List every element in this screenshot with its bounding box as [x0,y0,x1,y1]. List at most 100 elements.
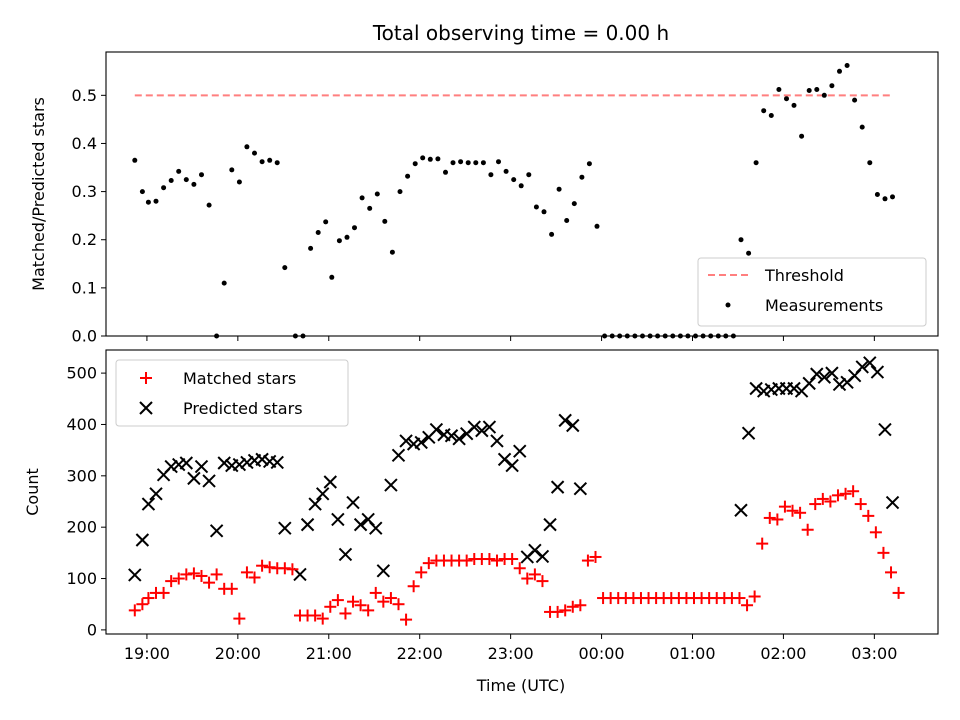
predicted-point-53 [535,549,550,564]
matched-point-90 [809,498,822,511]
measurement-point-56 [556,186,562,192]
predicted-point-48 [497,452,512,467]
matched-point-18 [263,561,276,574]
predicted-point-24 [316,487,330,501]
bottom-legend-box [115,359,349,427]
measurement-point-44 [465,160,471,166]
matched-point-26 [324,600,337,613]
matched-point-94 [839,487,852,500]
predicted-point-35 [399,434,413,448]
top-y-tick-label-3: 0.3 [72,182,97,201]
matched-point-38 [415,566,428,579]
measurement-point-5 [168,178,174,183]
predicted-point-56 [558,413,572,428]
predicted-point-0 [128,568,142,582]
matched-point-36 [400,613,413,626]
legend-matched-label: Matched stars [183,369,296,388]
chart-title: Total observing time = 0.00 h [372,21,669,45]
matched-point-15 [240,566,253,579]
predicted-point-23 [308,497,322,511]
predicted-point-49 [505,458,519,473]
predicted-point-78 [878,422,892,437]
measurement-point-51 [518,183,524,189]
x-axis-label: Time (UTC) [476,676,565,695]
predicted-point-77 [870,365,885,379]
x-tick-label-3: 22:00 [397,644,443,663]
matched-point-93 [831,489,844,502]
x-tick-label-0: 19:00 [124,644,170,663]
measurement-point-36 [405,173,411,179]
predicted-point-60 [741,426,756,440]
measurement-point-2 [145,199,151,205]
matched-point-30 [354,599,367,612]
measurement-point-7 [183,177,189,183]
matched-point-32 [369,586,382,599]
x-tick-label-1: 20:00 [215,644,261,663]
predicted-point-20 [278,521,292,535]
measurement-point-28 [344,234,350,240]
matched-point-33 [377,595,390,608]
measurement-point-60 [586,161,592,167]
predicted-point-25 [323,475,337,489]
measurement-point-82 [753,160,759,166]
predicted-point-17 [255,452,269,467]
measurement-point-98 [874,192,880,197]
predicted-point-71 [825,366,839,380]
x-tick-label-4: 23:00 [488,644,534,663]
predicted-point-19 [270,455,284,470]
predicted-point-68 [802,376,816,391]
predicted-point-47 [490,434,504,448]
matched-point-56 [551,605,564,618]
bottom-y-tick-label-1: 100 [66,569,97,588]
bottom-axes-frame [105,349,939,635]
measurement-point-32 [374,191,380,197]
matched-point-58 [566,600,579,613]
legend-matched-swatch [140,372,152,384]
bottom-y-tick-label-2: 200 [66,518,97,537]
matched-point-54 [536,575,549,588]
matched-point-82 [748,590,761,603]
matched-point-87 [786,504,799,517]
measurement-point-0 [132,157,138,163]
top-y-tick-label-5: 0.5 [72,86,97,105]
measurement-point-26 [329,274,335,280]
measurement-point-58 [571,201,577,207]
matched-point-1 [136,598,149,611]
matched-point-4 [157,586,170,599]
matched-point-47 [483,553,496,566]
measurement-point-81 [746,250,752,256]
matched-point-86 [778,500,791,513]
bottom-y-tick-label-4: 400 [66,415,97,434]
matched-point-80 [733,592,746,605]
measurement-point-18 [267,157,273,163]
measurement-point-97 [867,160,873,166]
bottom-y-axis-label: Count [23,468,42,516]
measurement-point-49 [503,168,509,174]
predicted-point-14 [232,457,247,472]
measurement-point-31 [367,205,373,211]
x-tick-label-2: 21:00 [306,644,352,663]
predicted-point-26 [331,512,345,527]
matched-point-31 [362,604,375,617]
legend-predicted-swatch [139,401,153,415]
measurement-point-47 [488,172,494,178]
measurement-point-14 [236,179,242,185]
legend-threshold-label: Threshold [764,266,844,285]
measurement-point-17 [259,159,265,165]
measurement-point-40 [435,156,441,162]
matched-point-44 [460,554,473,567]
top-legend: Threshold Measurements [697,257,927,327]
predicted-point-69 [810,367,824,381]
matched-point-53 [528,568,541,581]
x-tick-label-7: 02:00 [760,644,806,663]
measurement-point-3 [153,198,159,204]
predicted-point-2 [141,497,156,511]
predicted-point-57 [566,418,580,433]
predicted-point-10 [202,474,216,488]
predicted-point-12 [217,456,231,470]
bottom-x-ticks: 19:00 20:00 21:00 22:00 23:00 00:00 01:00 02:00… [124,634,897,663]
measurement-point-83 [761,108,767,114]
matched-point-88 [794,506,807,519]
predicted-point-39 [429,422,444,437]
bottom-panel: 0 100 200 300 400 500 19:00 20:00 21:00 22:00 23:… [23,349,939,695]
